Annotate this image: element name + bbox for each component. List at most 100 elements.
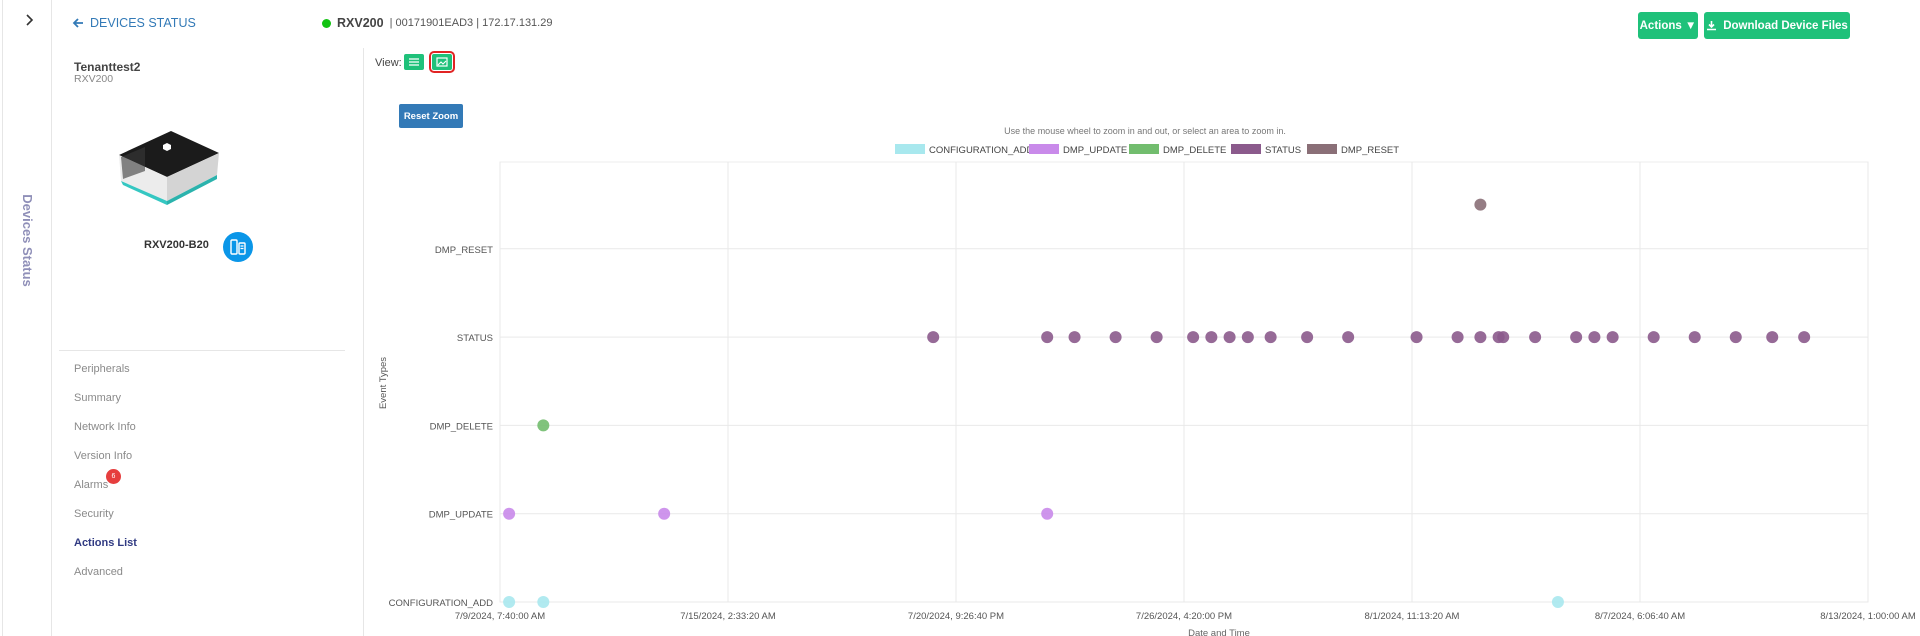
data-point[interactable] <box>1068 331 1081 344</box>
legend-swatch <box>1129 144 1159 154</box>
sidebar-item-label: Advanced <box>74 566 123 578</box>
data-point[interactable] <box>1588 331 1601 344</box>
data-point[interactable] <box>1451 331 1464 344</box>
chart-view-button[interactable] <box>429 51 455 73</box>
legend-label: DMP_UPDATE <box>1063 145 1127 156</box>
device-link-icon[interactable] <box>223 232 253 262</box>
data-point[interactable] <box>1109 331 1122 344</box>
y-tick-label: CONFIGURATION_ADD <box>389 598 493 609</box>
x-tick-label: 8/13/2024, 1:00:00 AM <box>1820 611 1916 622</box>
sidebar-item-peripherals[interactable]: Peripherals <box>74 363 130 375</box>
online-status-dot <box>322 18 331 28</box>
sidebar-item-advanced[interactable]: Advanced <box>74 566 123 578</box>
data-point[interactable] <box>1474 198 1487 211</box>
alarm-count-badge: 6 <box>106 469 121 484</box>
actions-button[interactable]: Actions ▼ <box>1638 12 1698 39</box>
legend-swatch <box>1307 144 1337 154</box>
device-image <box>119 131 219 205</box>
back-link-label: DEVICES STATUS <box>90 16 196 30</box>
data-point[interactable] <box>537 596 550 608</box>
data-point[interactable] <box>658 507 671 520</box>
tenant-name: Tenanttest2 <box>74 60 141 74</box>
data-point[interactable] <box>1551 596 1564 608</box>
actions-label: Actions ▼ <box>1639 19 1697 32</box>
devices-icon <box>230 239 246 255</box>
data-point[interactable] <box>1798 331 1811 344</box>
data-point[interactable] <box>1264 331 1277 344</box>
sidebar-item-label: Network Info <box>74 421 136 433</box>
y-axis-ticks: CONFIGURATION_ADD DMP_UPDATE DMP_DELETE STA… <box>389 245 494 609</box>
nav-rail: Devices Status <box>2 0 52 636</box>
data-point[interactable] <box>1497 331 1510 344</box>
x-tick-label: 8/1/2024, 11:13:20 AM <box>1365 611 1460 622</box>
list-icon <box>409 58 419 66</box>
data-point[interactable] <box>1041 507 1054 520</box>
device-model-title: RXV200 <box>337 16 384 30</box>
data-point[interactable] <box>1342 331 1355 344</box>
data-point[interactable] <box>1150 331 1163 344</box>
device-panel: Tenanttest2 RXV200 RXV200-B20 Peripheral… <box>51 48 364 636</box>
rail-title: Devices Status <box>9 180 45 300</box>
data-point[interactable] <box>1688 331 1701 344</box>
sidebar-item-actions-list[interactable]: Actions List <box>74 537 137 549</box>
reset-zoom-button[interactable]: Reset Zoom <box>399 104 463 128</box>
data-point[interactable] <box>1729 331 1742 344</box>
download-icon <box>1707 21 1717 31</box>
data-point[interactable] <box>1606 331 1619 344</box>
sidebar-item-alarms[interactable]: Alarms 6 <box>74 469 121 491</box>
device-name: RXV200-B20 <box>144 239 209 251</box>
chevron-right-icon <box>26 14 34 26</box>
y-tick-label: STATUS <box>457 333 493 344</box>
top-bar: DEVICES STATUS RXV200 | 00171901EAD3 | 1… <box>50 0 1920 48</box>
data-point[interactable] <box>1570 331 1583 344</box>
data-point[interactable] <box>1187 331 1200 344</box>
legend-swatch <box>895 144 925 154</box>
rail-title-text: Devices Status <box>19 193 35 287</box>
back-link[interactable]: DEVICES STATUS <box>72 16 196 30</box>
download-device-files-button[interactable]: Download Device Files <box>1704 12 1850 39</box>
x-tick-label: 8/7/2024, 6:06:40 AM <box>1595 611 1685 622</box>
data-point[interactable] <box>1301 331 1314 344</box>
data-point[interactable] <box>1492 331 1505 344</box>
sidebar-item-summary[interactable]: Summary <box>74 392 121 404</box>
arrow-left-icon <box>72 18 83 28</box>
sidebar-item-label: Version Info <box>74 450 133 462</box>
list-view-button[interactable] <box>404 54 424 70</box>
view-label: View: <box>375 57 402 69</box>
sidebar-item-label: Summary <box>74 392 122 404</box>
sidebar-item-network-info[interactable]: Network Info <box>74 421 136 433</box>
data-point[interactable] <box>503 507 516 520</box>
data-point[interactable] <box>1041 331 1054 344</box>
data-point[interactable] <box>927 331 940 344</box>
image-chart-icon <box>436 57 448 67</box>
sidebar-item-label: Alarms <box>74 479 109 491</box>
data-point[interactable] <box>537 419 550 432</box>
data-point[interactable] <box>1766 331 1779 344</box>
data-point[interactable] <box>1241 331 1254 344</box>
data-point[interactable] <box>1529 331 1542 344</box>
x-tick-label: 7/15/2024, 2:33:20 AM <box>680 611 776 622</box>
x-axis-ticks: 7/9/2024, 7:40:00 AM 7/15/2024, 2:33:20 A… <box>455 611 1916 622</box>
data-point[interactable] <box>1223 331 1236 344</box>
device-details: | 00171901EAD3 | 172.17.131.29 <box>389 17 553 29</box>
device-model: RXV200 <box>74 73 114 85</box>
legend-swatch <box>1029 144 1059 154</box>
x-tick-label: 7/20/2024, 9:26:40 PM <box>908 611 1004 622</box>
x-axis-label: Date and Time <box>1188 628 1250 636</box>
sidebar-item-version-info[interactable]: Version Info <box>74 450 132 462</box>
chart-subtitle: Use the mouse wheel to zoom in and out, … <box>1004 126 1286 136</box>
data-point[interactable] <box>1474 331 1487 344</box>
data-point[interactable] <box>503 596 516 608</box>
data-point[interactable] <box>1205 331 1218 344</box>
rail-toggle-button[interactable] <box>17 8 41 32</box>
legend-label: CONFIGURATION_ADD <box>929 145 1033 156</box>
chart-grid <box>499 161 1869 603</box>
nav-divider <box>59 350 345 351</box>
data-point[interactable] <box>1647 331 1660 344</box>
sidebar-item-security[interactable]: Security <box>74 508 114 520</box>
sidebar-item-label: Peripherals <box>74 363 130 375</box>
x-tick-label: 7/9/2024, 7:40:00 AM <box>455 611 545 622</box>
x-tick-label: 7/26/2024, 4:20:00 PM <box>1136 611 1232 622</box>
y-tick-label: DMP_RESET <box>435 245 493 256</box>
data-point[interactable] <box>1410 331 1423 344</box>
